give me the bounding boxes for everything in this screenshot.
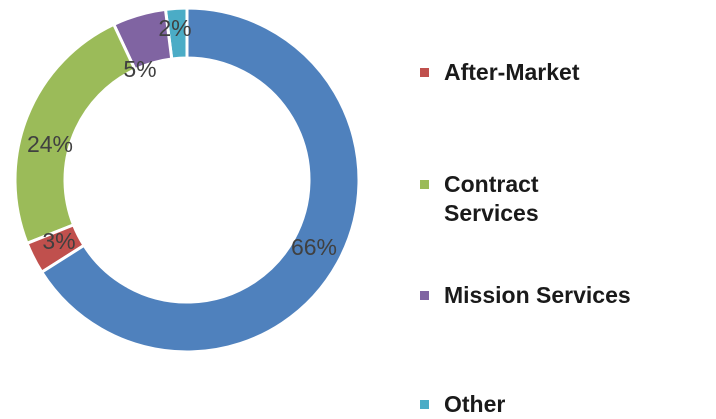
legend-swatch-mission-services [420,291,429,300]
legend-item-other: Other [420,390,714,419]
slice-label-after-market: 3% [42,228,75,254]
slice-government-services [39,6,361,354]
legend-label-contract-services: Contract Services [444,171,539,226]
slice-label-contract-services: 24% [27,131,73,157]
legend-label-mission-services: Mission Services [444,282,631,308]
donut-chart: 2%5% 24% 3% 66% [13,6,361,354]
legend-label-after-market: After-Market [444,59,580,85]
slice-label-mission-services: 5% [123,56,156,82]
legend-swatch-after-market [420,68,429,77]
legend-item-contract-services: Contract Services [420,170,594,228]
legend-label-other: Other [444,391,506,417]
slice-label-other: 2% [158,15,191,41]
legend: After-Market Contract Services Mission S… [420,0,716,419]
legend-swatch-other [420,400,429,409]
slice-label-government-services: 66% [291,234,337,260]
legend-item-after-market: After-Market [420,58,714,87]
legend-item-mission-services: Mission Services [420,281,714,310]
legend-swatch-contract-services [420,180,429,189]
